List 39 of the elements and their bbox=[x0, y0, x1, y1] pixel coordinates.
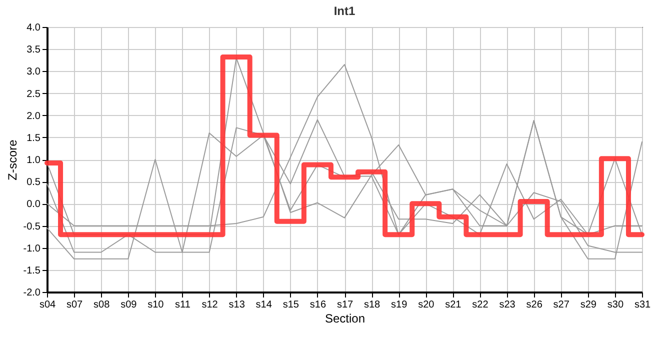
y-tick-label: -2.0 bbox=[23, 288, 41, 298]
x-tick-label: s17 bbox=[336, 300, 354, 310]
x-tick-label: s09 bbox=[120, 300, 138, 310]
x-tick-label: s08 bbox=[94, 300, 110, 310]
y-tick-label: -1.5 bbox=[23, 265, 41, 276]
x-tick-label: s27 bbox=[553, 300, 570, 310]
x-tick-label: s15 bbox=[282, 300, 300, 310]
x-axis-title: Section bbox=[324, 312, 366, 326]
x-tick-label: s23 bbox=[499, 300, 516, 310]
x-tick-label: s14 bbox=[256, 300, 272, 310]
y-tick-label: 0.0 bbox=[26, 199, 41, 210]
y-tick-label: 2.5 bbox=[26, 88, 41, 100]
y-tick-label: 0.5 bbox=[26, 177, 41, 188]
x-tick-label: s19 bbox=[391, 300, 408, 310]
y-tick-label: 3.5 bbox=[26, 44, 41, 56]
x-tick-label: s26 bbox=[526, 300, 543, 310]
y-tick-label: -1.0 bbox=[23, 243, 41, 254]
chart-title: Int1 bbox=[334, 4, 356, 18]
x-tick-label: s31 bbox=[634, 300, 651, 310]
x-tick-label: s22 bbox=[472, 300, 489, 310]
x-tick-label: s18 bbox=[364, 300, 381, 310]
x-tick-label: s16 bbox=[310, 300, 326, 310]
x-tick-label: s07 bbox=[66, 300, 84, 310]
x-tick-label: s04 bbox=[39, 300, 56, 310]
y-axis-title: Z-score bbox=[5, 139, 20, 180]
y-tick-label: -0.5 bbox=[23, 221, 41, 232]
x-tick-label: s13 bbox=[228, 300, 246, 310]
y-tick-label: 3.0 bbox=[26, 66, 41, 78]
x-tick-label: s11 bbox=[175, 300, 191, 310]
x-tick-label: s10 bbox=[148, 300, 164, 310]
x-tick-label: s29 bbox=[580, 300, 597, 310]
y-tick-label: 1.5 bbox=[26, 132, 41, 144]
x-tick-label: s20 bbox=[418, 300, 435, 310]
y-tick-label: 1.0 bbox=[26, 155, 41, 166]
x-tick-label: s30 bbox=[607, 300, 624, 310]
y-tick-label: 4.0 bbox=[26, 22, 41, 34]
x-tick-label: s21 bbox=[445, 300, 462, 310]
y-tick-label: 2.0 bbox=[26, 110, 41, 122]
x-tick-label: s12 bbox=[202, 300, 218, 310]
